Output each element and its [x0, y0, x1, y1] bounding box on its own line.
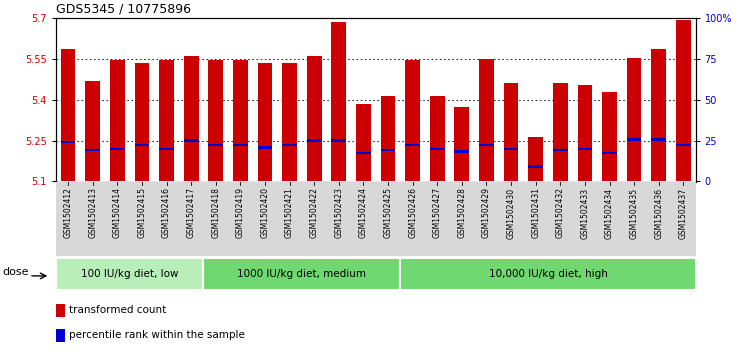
Bar — [135, 143, 150, 146]
Text: transformed count: transformed count — [69, 305, 167, 315]
Bar — [233, 60, 248, 182]
Text: dose: dose — [3, 267, 29, 277]
Bar — [504, 83, 519, 182]
Text: GSM1502429: GSM1502429 — [482, 187, 491, 238]
Text: GDS5345 / 10775896: GDS5345 / 10775896 — [56, 3, 190, 16]
Bar — [331, 22, 346, 182]
Bar — [455, 107, 469, 182]
Bar — [356, 152, 371, 154]
Text: GSM1502419: GSM1502419 — [236, 187, 245, 238]
Bar — [159, 60, 174, 182]
Bar — [381, 149, 395, 151]
Bar — [184, 139, 199, 142]
Bar — [110, 148, 125, 150]
Text: GSM1502424: GSM1502424 — [359, 187, 368, 238]
Text: GSM1502435: GSM1502435 — [629, 187, 638, 238]
Bar — [553, 83, 568, 182]
Bar — [61, 141, 75, 143]
Bar — [233, 143, 248, 146]
Bar — [307, 56, 321, 182]
Bar — [184, 56, 199, 182]
Bar — [135, 63, 150, 182]
Text: GSM1502430: GSM1502430 — [507, 187, 516, 238]
Bar — [405, 143, 420, 146]
Bar — [110, 60, 125, 182]
Bar — [400, 258, 696, 290]
Bar — [651, 138, 666, 140]
Text: GSM1502413: GSM1502413 — [89, 187, 97, 238]
Bar — [86, 81, 100, 182]
Bar — [203, 258, 400, 290]
Bar — [381, 96, 395, 182]
Text: GSM1502428: GSM1502428 — [458, 187, 466, 238]
Bar — [159, 148, 174, 150]
Bar — [553, 149, 568, 151]
Bar — [61, 49, 75, 182]
Bar — [208, 60, 223, 182]
Bar — [528, 165, 543, 168]
Text: GSM1502436: GSM1502436 — [654, 187, 663, 238]
Text: GSM1502434: GSM1502434 — [605, 187, 614, 238]
Text: GSM1502426: GSM1502426 — [408, 187, 417, 238]
Text: GSM1502420: GSM1502420 — [260, 187, 269, 238]
Text: GSM1502418: GSM1502418 — [211, 187, 220, 238]
Bar — [257, 63, 272, 182]
Text: GSM1502433: GSM1502433 — [580, 187, 589, 238]
Bar — [56, 329, 65, 342]
Bar — [602, 91, 617, 182]
Text: GSM1502416: GSM1502416 — [162, 187, 171, 238]
Text: GSM1502437: GSM1502437 — [679, 187, 688, 238]
Bar — [676, 20, 690, 182]
Bar — [430, 96, 445, 182]
Bar — [479, 59, 494, 182]
Text: GSM1502417: GSM1502417 — [187, 187, 196, 238]
Bar — [86, 149, 100, 151]
Bar — [528, 136, 543, 182]
Text: GSM1502432: GSM1502432 — [556, 187, 565, 238]
Bar — [577, 148, 592, 150]
Text: GSM1502414: GSM1502414 — [113, 187, 122, 238]
Text: 10,000 IU/kg diet, high: 10,000 IU/kg diet, high — [489, 269, 607, 279]
Text: GSM1502423: GSM1502423 — [334, 187, 343, 238]
Bar — [504, 148, 519, 150]
Bar — [651, 49, 666, 182]
Bar — [356, 104, 371, 182]
Bar — [282, 143, 297, 146]
Bar — [430, 148, 445, 150]
Bar — [455, 150, 469, 153]
Text: 100 IU/kg diet, low: 100 IU/kg diet, low — [81, 269, 179, 279]
Bar — [56, 258, 203, 290]
Bar — [282, 63, 297, 182]
Text: GSM1502427: GSM1502427 — [433, 187, 442, 238]
Bar — [208, 143, 223, 146]
Text: GSM1502425: GSM1502425 — [383, 187, 393, 238]
Bar — [626, 138, 641, 140]
Bar — [479, 143, 494, 146]
Text: GSM1502421: GSM1502421 — [285, 187, 294, 238]
Text: 1000 IU/kg diet, medium: 1000 IU/kg diet, medium — [237, 269, 366, 279]
Text: GSM1502431: GSM1502431 — [531, 187, 540, 238]
Text: GSM1502412: GSM1502412 — [63, 187, 73, 238]
Text: percentile rank within the sample: percentile rank within the sample — [69, 330, 245, 340]
Text: GSM1502422: GSM1502422 — [310, 187, 318, 238]
Bar — [405, 60, 420, 182]
Bar — [626, 58, 641, 182]
Bar — [56, 303, 65, 317]
Bar — [331, 139, 346, 142]
Bar — [307, 139, 321, 142]
Bar — [257, 146, 272, 149]
Bar — [577, 85, 592, 182]
Text: GSM1502415: GSM1502415 — [138, 187, 147, 238]
Bar — [602, 152, 617, 154]
Bar — [676, 143, 690, 146]
